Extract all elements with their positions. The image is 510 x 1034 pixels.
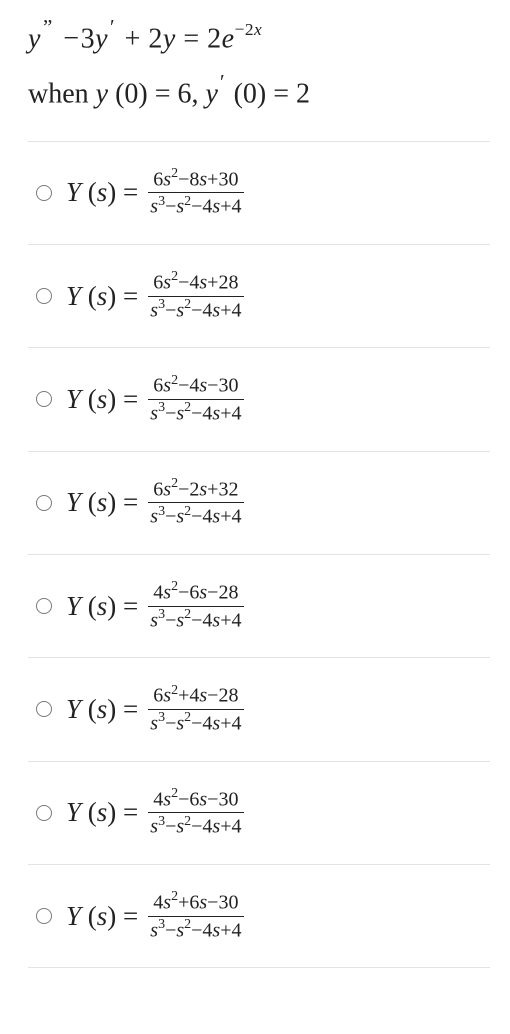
coef-2: 2 [148,23,163,54]
fraction-denominator: s3−s2−4s+4 [148,505,243,528]
ic-rp2: ) [257,79,266,110]
plus-sign: + [125,23,141,54]
ic-comma: , [192,79,206,110]
option-fraction: 6s2−4s−30 s3−s2−4s+4 [148,374,243,424]
radio-button[interactable] [36,495,52,511]
option-fraction: 4s2−6s−28 s3−s2−4s+4 [148,581,243,631]
var-y2: y [95,23,108,54]
ic-zero2: 0 [243,79,257,110]
coef-3: 3 [81,23,96,54]
ic-eq: = [155,79,171,110]
when-text: when [28,79,96,110]
answer-option[interactable]: Y (s) = 6s2−2s+32 s3−s2−4s+4 [28,452,490,555]
fraction-numerator: 6s2−2s+32 [151,478,240,501]
radio-button[interactable] [36,805,52,821]
radio-button[interactable] [36,185,52,201]
fraction-numerator: 6s2+4s−28 [151,684,240,707]
option-fraction: 4s2−6s−30 s3−s2−4s+4 [148,788,243,838]
fraction-denominator: s3−s2−4s+4 [148,609,243,632]
fraction-numerator: 6s2−8s+30 [151,168,240,191]
fraction-numerator: 4s2+6s−30 [151,891,240,914]
initial-conditions: when y (0) = 6, y′ (0) = 2 [28,73,490,110]
minus-sign: − [62,23,80,54]
option-fraction: 6s2−4s+28 s3−s2−4s+4 [148,271,243,321]
ic-rp: ) [138,79,147,110]
ic-yp: y [206,79,218,110]
answer-option[interactable]: Y (s) = 4s2+6s−30 s3−s2−4s+4 [28,865,490,968]
radio-button[interactable] [36,908,52,924]
fraction-denominator: s3−s2−4s+4 [148,195,243,218]
answer-options: Y (s) = 6s2−8s+30s3−s2−4s+4Y (s) = 6s2−4… [28,141,490,969]
fraction-denominator: s3−s2−4s+4 [148,712,243,735]
option-lhs: Y (s) = [66,797,138,828]
fraction-denominator: s3−s2−4s+4 [148,919,243,942]
option-fraction: 6s2−2s+32 s3−s2−4s+4 [148,478,243,528]
option-lhs: Y (s) = [66,281,138,312]
question-page: y” −3y′ + 2y = 2e−2x when y (0) = 6, y′ … [0,0,510,988]
ic-two: 2 [296,79,310,110]
option-fraction: 4s2+6s−30 s3−s2−4s+4 [148,891,243,941]
exp-neg2x: −2x [235,20,263,39]
radio-button[interactable] [36,391,52,407]
option-fraction: 6s2−8s+30 s3−s2−4s+4 [148,168,243,218]
fraction-denominator: s3−s2−4s+4 [148,299,243,322]
ic-lp2: ( [234,79,243,110]
option-lhs: Y (s) = [66,694,138,725]
fraction-denominator: s3−s2−4s+4 [148,815,243,838]
radio-button[interactable] [36,288,52,304]
equation-line: y” −3y′ + 2y = 2e−2x [28,18,490,55]
fraction-numerator: 4s2−6s−28 [151,581,240,604]
double-prime: ” [41,15,55,39]
ic-zero: 0 [124,79,138,110]
answer-option[interactable]: Y (s) = 4s2−6s−28 s3−s2−4s+4 [28,555,490,658]
answer-option[interactable]: Y (s) = 6s2+4s−28 s3−s2−4s+4 [28,658,490,761]
var-y: y [28,23,41,54]
ic-six: 6 [178,79,192,110]
radio-button[interactable] [36,701,52,717]
fraction-numerator: 4s2−6s−30 [151,788,240,811]
var-e: e [222,23,235,54]
ic-y: y [96,79,108,110]
option-lhs: Y (s) = [66,487,138,518]
answer-option[interactable]: Y (s) = 6s2−4s+28 s3−s2−4s+4 [28,245,490,348]
var-y3: y [163,23,176,54]
answer-option[interactable]: Y (s) = 6s2−4s−30 s3−s2−4s+4 [28,348,490,451]
fraction-numerator: 6s2−4s−30 [151,374,240,397]
option-lhs: Y (s) = [66,901,138,932]
fraction-denominator: s3−s2−4s+4 [148,402,243,425]
answer-option[interactable]: Y (s) = 6s2−8s+30 s3−s2−4s+4 [28,142,490,245]
option-fraction: 6s2+4s−28 s3−s2−4s+4 [148,684,243,734]
fraction-numerator: 6s2−4s+28 [151,271,240,294]
ic-eq2: = [273,79,289,110]
option-lhs: Y (s) = [66,177,138,208]
option-lhs: Y (s) = [66,384,138,415]
option-lhs: Y (s) = [66,591,138,622]
answer-option[interactable]: Y (s) = 4s2−6s−30 s3−s2−4s+4 [28,762,490,865]
coef-2b: 2 [207,23,222,54]
radio-button[interactable] [36,598,52,614]
prime: ′ [108,15,117,39]
ic-prime: ′ [218,70,227,94]
equals-sign: = [183,23,199,54]
